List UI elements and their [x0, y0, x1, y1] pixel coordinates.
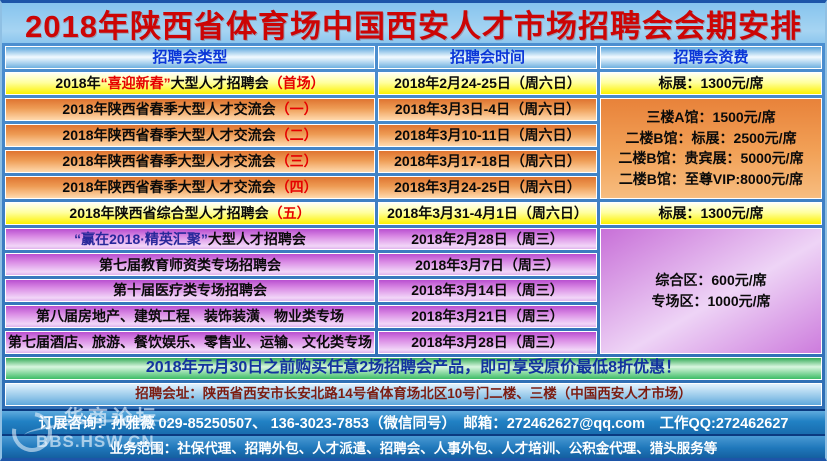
fee-line: 综合区：600元/席: [655, 272, 767, 289]
business-scope-bar: 业务范围：社保代理、招聘外包、人才派遣、招聘会、人事外包、人才培训、公积金代理、…: [2, 434, 825, 458]
event-type-cell: 第七届教育师资类专场招聘会: [5, 253, 375, 277]
event-date-cell: 2018年2月28日（周三）: [378, 227, 597, 251]
column-header-type: 招聘会类型: [5, 46, 375, 69]
page-title: 2018年陕西省体育场中国西安人才市场招聘会会期安排: [2, 3, 825, 44]
fee-line: 专场区：1000元/席: [651, 292, 771, 309]
event-type-text: 2018年陕西省春季大型人才交流会: [62, 100, 276, 117]
schedule-table: 招聘会类型 招聘会时间 招聘会资费 2018年元月30日之前购买任意2场招聘会产…: [2, 43, 825, 409]
event-type-text: 大型人才招聘会: [207, 230, 306, 247]
event-type-text: 第八届房地产、建筑工程、装饰装潢、物业类专场: [36, 308, 344, 325]
event-date-cell: 2018年3月31-4月1日（周六日）: [378, 201, 597, 225]
event-type-text: 2018年陕西省春季大型人才交流会: [62, 126, 276, 143]
fee-cell: 标展：1300元/席: [600, 71, 822, 95]
fee-line: 三楼A馆：1500元/席: [646, 108, 776, 125]
event-type-text: （五）: [268, 204, 311, 221]
event-type-cell: 2018年陕西省春季大型人才交流会 （二）: [5, 123, 375, 147]
event-type-cell: 2018年陕西省春季大型人才交流会 （三）: [5, 149, 375, 173]
contact-info-bar: 订展咨询：孙雅薇 029-85250507、 136-3023-7853（微信同…: [2, 409, 825, 434]
event-type-cell: “赢在2018·精英汇聚” 大型人才招聘会: [5, 227, 375, 251]
event-type-cell: 第七届酒店、旅游、餐饮娱乐、零售业、运输、文化类专场: [5, 331, 375, 355]
event-date-cell: 2018年2月24-25日（周六日）: [378, 71, 597, 95]
event-date-cell: 2018年3月28日（周三）: [378, 331, 597, 355]
event-type-cell: 2018年陕西省春季大型人才交流会 （四）: [5, 175, 375, 199]
event-type-text: 2018年陕西省综合型人才招聘会: [69, 204, 269, 221]
event-date-cell: 2018年3月3日-4日（周六日）: [378, 97, 597, 121]
event-type-text: （首场）: [268, 75, 325, 92]
event-date-cell: 2018年3月10-11日（周六日）: [378, 123, 597, 147]
fee-line: 标展：1300元/席: [658, 75, 764, 92]
event-type-text: “喜迎新春”: [100, 75, 171, 92]
event-date-cell: 2018年3月14日（周三）: [378, 279, 597, 303]
column-header-time: 招聘会时间: [378, 46, 597, 69]
event-type-text: 第七届酒店、旅游、餐饮娱乐、零售业、运输、文化类专场: [8, 334, 372, 351]
event-type-cell: 2018年陕西省春季大型人才交流会 （一）: [5, 97, 375, 121]
fee-cell: 三楼A馆：1500元/席二楼B馆：标展：2500元/席 二楼B馆：贵宾展：5000…: [600, 97, 822, 199]
event-type-cell: 2018年 “喜迎新春” 大型人才招聘会 （首场）: [5, 71, 375, 95]
event-date-cell: 2018年3月24-25日（周六日）: [378, 175, 597, 199]
event-type-text: 2018年: [55, 75, 101, 92]
fee-cell: 综合区：600元/席 专场区：1000元/席: [600, 227, 822, 355]
event-type-text: 2018年陕西省春季大型人才交流会: [62, 178, 276, 195]
event-type-cell: 2018年陕西省综合型人才招聘会 （五）: [5, 201, 375, 225]
event-date-cell: 2018年3月21日（周三）: [378, 305, 597, 329]
fee-line: 二楼B馆：贵宾展：5000元/席: [618, 150, 804, 167]
event-date-cell: 2018年3月17-18日（周六日）: [378, 149, 597, 173]
fee-line: 二楼B馆：至尊VIP:8000元/席: [618, 170, 804, 187]
column-header-fee: 招聘会资费: [600, 46, 822, 69]
venue-address: 招聘会址：陕西省西安市长安北路14号省体育场北区10号门二楼、三楼（中国西安人才…: [5, 383, 822, 406]
event-type-text: 第十届医疗类专场招聘会: [113, 282, 267, 299]
event-type-text: “赢在2018·精英汇聚”: [74, 230, 208, 247]
event-type-text: （四）: [275, 178, 318, 195]
event-type-cell: 第十届医疗类专场招聘会: [5, 279, 375, 303]
event-type-text: 2018年陕西省春季大型人才交流会: [62, 152, 276, 169]
event-type-text: （二）: [275, 126, 318, 143]
fee-line: 标展：1300元/席: [658, 204, 764, 221]
event-type-text: （三）: [275, 152, 318, 169]
event-date-cell: 2018年3月7日（周三）: [378, 253, 597, 277]
event-type-text: （一）: [275, 100, 318, 117]
fee-cell: 标展：1300元/席: [600, 201, 822, 225]
event-type-text: 第七届教育师资类专场招聘会: [99, 256, 281, 273]
event-type-text: 大型人才招聘会: [170, 75, 269, 92]
promo-banner: 2018年元月30日之前购买任意2场招聘会产品，即可享受原价最低8折优惠！: [5, 357, 822, 381]
event-type-cell: 第八届房地产、建筑工程、装饰装潢、物业类专场: [5, 305, 375, 329]
fee-line: 二楼B馆：标展：2500元/席: [625, 129, 797, 146]
